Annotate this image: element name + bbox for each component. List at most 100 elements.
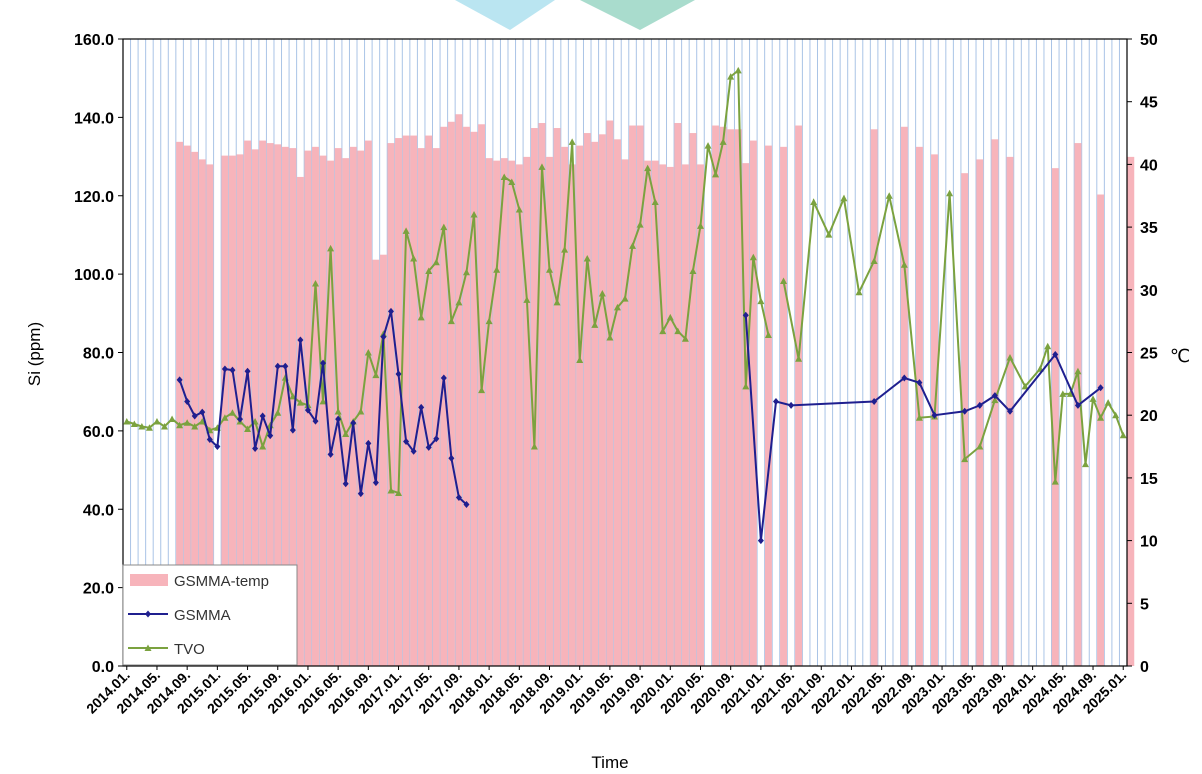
gsmma-point — [455, 493, 462, 501]
gsmma-point — [229, 366, 236, 374]
gsmma-point — [1006, 407, 1013, 415]
tvo-point — [342, 430, 350, 438]
tvo-point — [946, 189, 954, 197]
tvo-point — [1104, 399, 1112, 406]
tvo-point — [198, 417, 206, 425]
temp-bar — [636, 125, 644, 666]
tvo-point — [1021, 382, 1029, 390]
tvo-point — [546, 266, 554, 273]
tvo-point — [780, 277, 788, 285]
tvo-point — [591, 321, 599, 328]
tvo-point — [757, 297, 765, 305]
temp-bar — [440, 126, 448, 666]
y-axis-title-left: Si (ppm) — [25, 322, 44, 386]
tvo-point — [123, 417, 131, 425]
temp-bar — [364, 140, 372, 667]
tvo-point — [689, 267, 697, 274]
temp-bar — [183, 145, 191, 667]
temp-bar — [470, 131, 478, 666]
tvo-point — [651, 198, 659, 206]
y-tick-right-label: 40 — [1140, 157, 1158, 174]
temp-bar — [478, 124, 486, 667]
gsmma-point — [991, 392, 998, 400]
tvo-point — [976, 443, 984, 450]
y-tick-left-label: 100.0 — [74, 267, 114, 284]
tvo-point — [674, 327, 682, 335]
temp-bar — [455, 114, 463, 667]
tvo-point — [395, 489, 403, 496]
tvo-point — [228, 409, 236, 416]
tvo-point — [613, 303, 621, 311]
tvo-point — [1112, 411, 1120, 419]
temp-bar — [727, 129, 735, 667]
tvo-point — [568, 138, 576, 145]
gsmma-point — [742, 311, 749, 319]
tvo-point — [364, 349, 372, 356]
bar-layer — [176, 114, 1135, 667]
tvo-point — [644, 164, 652, 172]
tvo-point — [538, 163, 546, 170]
temp-bar — [568, 164, 576, 666]
gsmma-point — [214, 443, 221, 451]
tvo-point — [515, 206, 523, 213]
temp-bar — [961, 173, 969, 667]
tvo-point — [296, 399, 304, 406]
gsmma-point — [191, 412, 198, 420]
y-tick-right-label: 15 — [1140, 471, 1158, 488]
tvo-point — [145, 424, 153, 431]
tvo-point — [455, 298, 463, 306]
gsmma-point — [1097, 384, 1104, 392]
gsmma-point — [788, 401, 795, 409]
gsmma-point — [1074, 401, 1081, 409]
x-axis-title: Time — [591, 753, 628, 772]
temp-bar — [697, 164, 704, 666]
temp-bar — [681, 164, 689, 666]
temp-bar — [447, 121, 455, 667]
tvo-point — [825, 231, 833, 238]
tvo-point — [915, 414, 923, 421]
tvo-point — [1097, 414, 1105, 421]
tvo-point — [598, 290, 606, 297]
gsmma-point — [244, 367, 251, 375]
temp-bar — [591, 141, 599, 666]
tvo-point — [357, 407, 365, 415]
gsmma-point — [448, 454, 455, 462]
gsmma-point — [372, 479, 379, 487]
temp-bar — [742, 163, 750, 666]
temp-bar — [561, 146, 569, 666]
temp-bar — [296, 176, 304, 666]
temp-bar — [485, 158, 493, 666]
temp-bar — [379, 254, 387, 667]
tvo-point — [870, 257, 878, 264]
temp-bar — [259, 140, 267, 667]
gsmma-point — [342, 480, 349, 488]
gsmma-point — [440, 374, 447, 382]
gsmma-point — [206, 435, 213, 443]
gsmma-point — [320, 359, 327, 367]
tvo-point — [621, 295, 629, 302]
temp-bar — [629, 125, 637, 666]
temp-bar — [976, 159, 984, 666]
temp-bar — [734, 129, 742, 667]
gsmma-point — [252, 445, 259, 453]
legend-marker-tvo — [144, 644, 152, 651]
temp-bar — [432, 148, 440, 666]
temp-bar — [900, 126, 908, 666]
tvo-point — [244, 425, 252, 432]
gsmma-point — [425, 443, 432, 451]
y-tick-left-label: 40.0 — [83, 502, 114, 519]
tvo-point — [629, 242, 637, 249]
y-tick-left-label: 140.0 — [74, 110, 114, 127]
tvo-point — [387, 486, 395, 494]
y-tick-left-label: 80.0 — [83, 346, 114, 363]
gsmma-point — [335, 415, 342, 423]
y-tick-left-label: 60.0 — [83, 424, 114, 441]
temp-bar — [538, 123, 546, 666]
temp-bar — [274, 144, 282, 666]
tvo-point — [440, 223, 448, 231]
y-tick-right-label: 25 — [1140, 346, 1158, 363]
tvo-point — [1081, 460, 1089, 468]
gsmma-point — [403, 437, 410, 445]
tvo-point — [885, 192, 893, 199]
